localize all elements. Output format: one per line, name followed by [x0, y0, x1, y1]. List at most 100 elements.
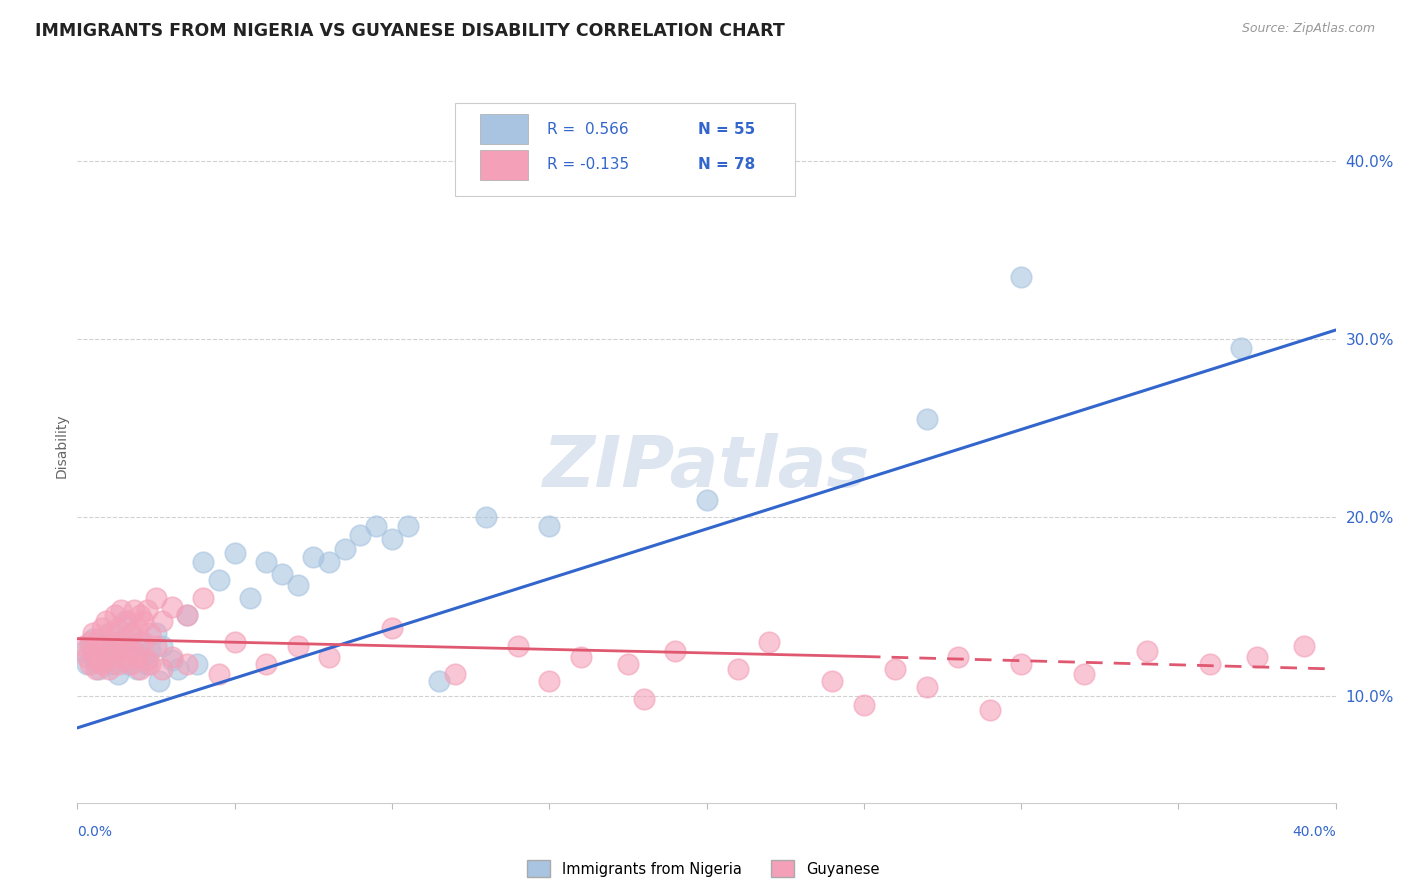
Point: [97, 662, 120, 676]
Text: N = 55: N = 55: [697, 121, 755, 136]
Point: [91, 657, 114, 671]
Point: [107, 635, 129, 649]
Point: [1294, 639, 1316, 653]
Point: [138, 657, 160, 671]
Point: [82, 644, 104, 658]
Point: [120, 626, 142, 640]
Point: [444, 667, 467, 681]
Point: [538, 519, 561, 533]
Text: 40.0%: 40.0%: [1292, 825, 1336, 839]
Point: [104, 608, 127, 623]
Point: [135, 603, 157, 617]
Point: [110, 603, 132, 617]
Point: [176, 657, 198, 671]
Point: [127, 649, 149, 664]
Point: [915, 412, 938, 426]
Point: [122, 644, 145, 658]
Point: [129, 662, 152, 676]
Point: [84, 639, 107, 653]
Text: 0.0%: 0.0%: [77, 825, 112, 839]
Point: [145, 639, 167, 653]
Point: [122, 644, 145, 658]
Point: [664, 644, 686, 658]
Point: [132, 649, 155, 664]
Point: [186, 657, 208, 671]
Point: [94, 644, 117, 658]
Point: [101, 626, 124, 640]
Point: [150, 639, 173, 653]
Point: [160, 649, 183, 664]
Y-axis label: Disability: Disability: [55, 414, 69, 478]
Point: [884, 662, 907, 676]
Point: [1198, 657, 1220, 671]
Point: [89, 653, 111, 667]
Point: [129, 608, 152, 623]
Point: [89, 644, 111, 658]
Point: [852, 698, 875, 712]
Point: [145, 591, 167, 605]
Point: [79, 639, 101, 653]
Point: [979, 703, 1001, 717]
Point: [1246, 649, 1268, 664]
Point: [270, 567, 292, 582]
Point: [107, 621, 129, 635]
Point: [160, 599, 183, 614]
Text: ZIPatlas: ZIPatlas: [543, 433, 870, 502]
Point: [150, 614, 173, 628]
Point: [1010, 657, 1032, 671]
Point: [1010, 269, 1032, 284]
Point: [1073, 667, 1095, 681]
Point: [89, 632, 111, 646]
Point: [758, 635, 780, 649]
Point: [101, 657, 124, 671]
Point: [318, 649, 340, 664]
Point: [114, 639, 136, 653]
Point: [302, 549, 325, 564]
Point: [72, 639, 94, 653]
Point: [538, 674, 561, 689]
Point: [91, 621, 114, 635]
Point: [318, 555, 340, 569]
Point: [120, 626, 142, 640]
Point: [97, 639, 120, 653]
Point: [396, 519, 419, 533]
Point: [287, 578, 309, 592]
Point: [79, 635, 101, 649]
Point: [366, 519, 388, 533]
Point: [224, 635, 246, 649]
Point: [254, 657, 277, 671]
Point: [569, 649, 592, 664]
Point: [129, 635, 152, 649]
Point: [191, 591, 215, 605]
Point: [167, 662, 190, 676]
Point: [224, 546, 246, 560]
Point: [381, 621, 404, 635]
Point: [84, 653, 107, 667]
Point: [254, 555, 277, 569]
Point: [79, 657, 101, 671]
Point: [948, 649, 970, 664]
Point: [97, 626, 120, 640]
Point: [104, 635, 127, 649]
Point: [150, 662, 173, 676]
Point: [82, 626, 104, 640]
Point: [72, 644, 94, 658]
Point: [132, 635, 155, 649]
Point: [132, 614, 155, 628]
Point: [91, 657, 114, 671]
Point: [208, 667, 231, 681]
Text: Source: ZipAtlas.com: Source: ZipAtlas.com: [1241, 22, 1375, 36]
Point: [176, 608, 198, 623]
Point: [114, 614, 136, 628]
Point: [191, 555, 215, 569]
Point: [127, 621, 149, 635]
Point: [176, 608, 198, 623]
Point: [138, 644, 160, 658]
Point: [107, 667, 129, 681]
Point: [427, 674, 450, 689]
Point: [617, 657, 640, 671]
Point: [633, 692, 655, 706]
Point: [287, 639, 309, 653]
FancyBboxPatch shape: [479, 114, 527, 145]
Point: [135, 657, 157, 671]
